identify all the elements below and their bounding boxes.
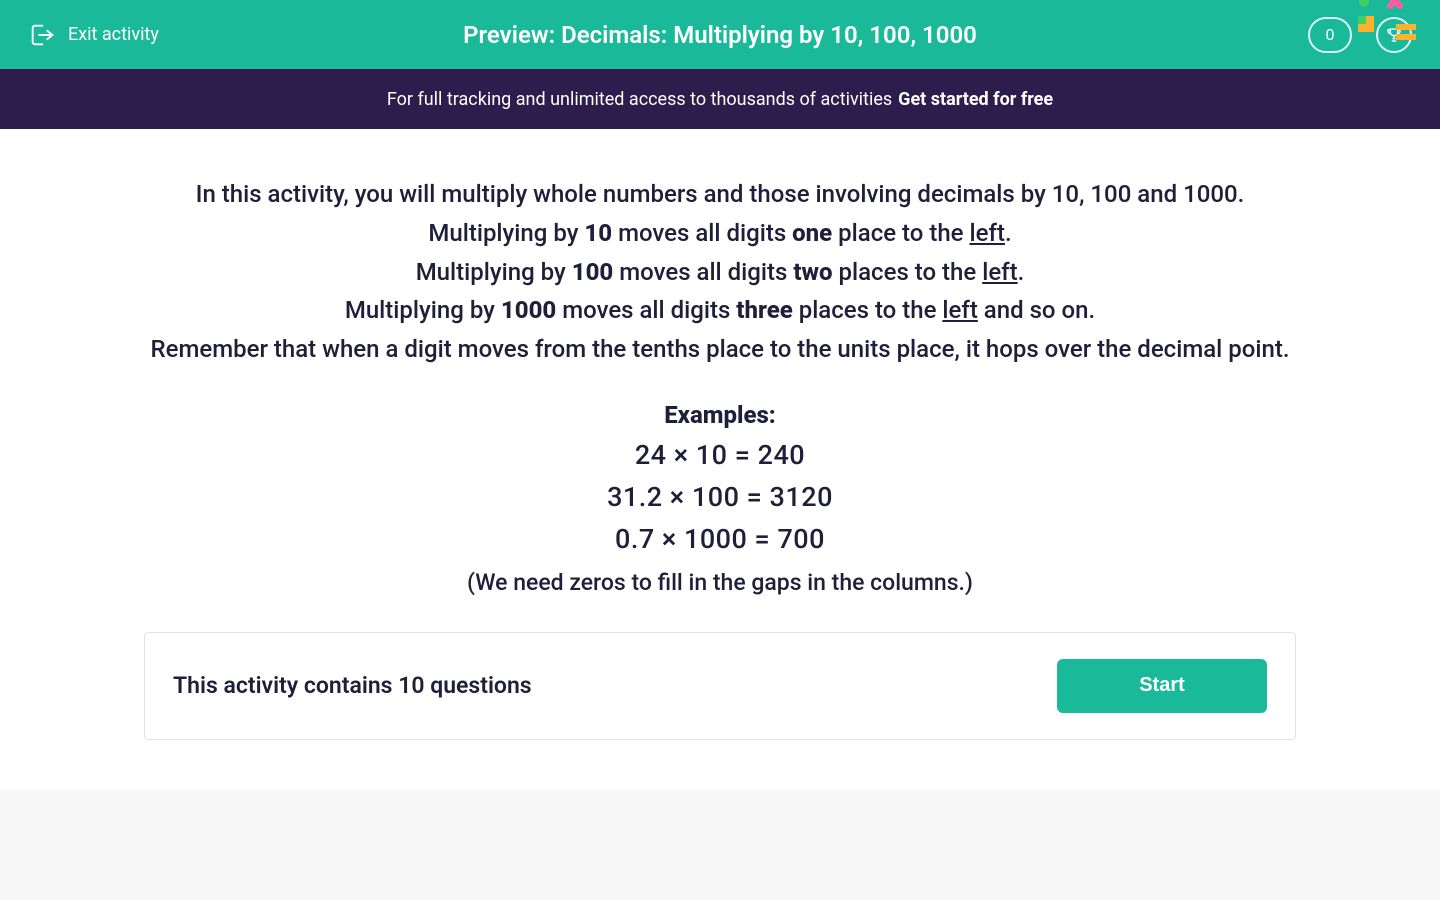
rule-mid2: place to the [832, 219, 969, 247]
start-button[interactable]: Start [1057, 659, 1267, 713]
rule-line-100: Multiplying by 100 moves all digits two … [120, 255, 1320, 290]
page-title: Preview: Decimals: Multiplying by 10, 10… [463, 21, 977, 49]
rule-suffix: . [1005, 219, 1012, 247]
start-panel: This activity contains 10 questions Star… [144, 632, 1296, 740]
rule-mid2: places to the [793, 296, 943, 324]
example-equation: 31.2 × 100 = 3120 [120, 481, 1320, 513]
rule-prefix: Multiplying by [345, 296, 501, 324]
rule-mid2: places to the [833, 258, 983, 286]
score-badge: 0 [1308, 17, 1352, 53]
example-equation: 24 × 10 = 240 [120, 439, 1320, 471]
page-footer-band [0, 790, 1440, 900]
main-content: In this activity, you will multiply whol… [0, 129, 1440, 740]
rule-line-10: Multiplying by 10 moves all digits one p… [120, 216, 1320, 251]
rule-mult: 100 [572, 258, 614, 286]
rule-dir: left [942, 296, 977, 324]
remember-text: Remember that when a digit moves from th… [120, 332, 1320, 367]
examples-note: (We need zeros to fill in the gaps in th… [120, 569, 1320, 596]
intro-text: In this activity, you will multiply whol… [120, 177, 1320, 212]
rule-mid: moves all digits [556, 296, 736, 324]
rule-suffix: . [1018, 258, 1025, 286]
exit-activity-button[interactable]: Exit activity [28, 21, 159, 49]
question-count-text: This activity contains 10 questions [173, 672, 532, 699]
rule-mult: 1000 [501, 296, 556, 324]
app-header: Exit activity Preview: Decimals: Multipl… [0, 0, 1440, 69]
rule-suffix: and so on. [978, 296, 1095, 324]
rule-count: two [793, 258, 832, 286]
rule-prefix: Multiplying by [416, 258, 572, 286]
upgrade-banner[interactable]: For full tracking and unlimited access t… [0, 69, 1440, 129]
examples-heading: Examples: [120, 401, 1320, 429]
banner-prefix-text: For full tracking and unlimited access t… [387, 89, 892, 110]
rule-dir: left [982, 258, 1017, 286]
score-value: 0 [1326, 25, 1335, 44]
rule-mid: moves all digits [613, 258, 793, 286]
exit-icon [28, 21, 56, 49]
exit-activity-label: Exit activity [68, 24, 159, 45]
rule-prefix: Multiplying by [428, 219, 584, 247]
banner-cta-text: Get started for free [898, 89, 1053, 110]
rule-count: one [792, 219, 832, 247]
rule-count: three [736, 296, 792, 324]
rule-mult: 10 [584, 219, 612, 247]
example-equation: 0.7 × 1000 = 700 [120, 523, 1320, 555]
rule-line-1000: Multiplying by 1000 moves all digits thr… [120, 293, 1320, 328]
rule-mid: moves all digits [612, 219, 792, 247]
rule-dir: left [970, 219, 1005, 247]
brand-logo-icon [1352, 0, 1432, 54]
